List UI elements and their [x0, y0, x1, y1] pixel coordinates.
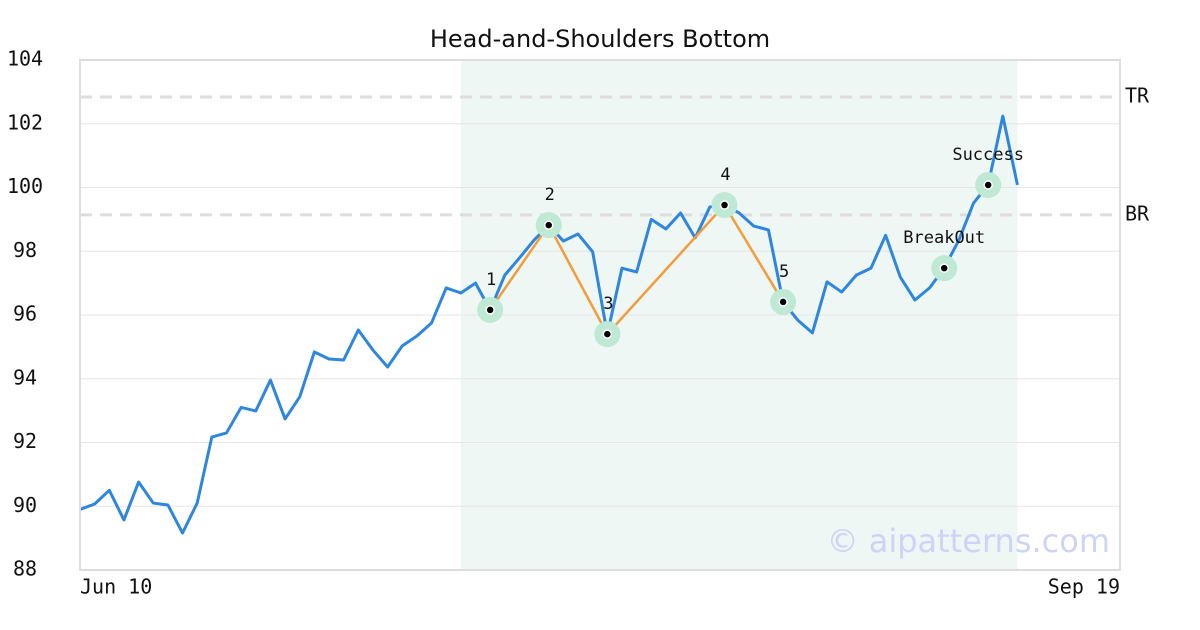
- y-tick-label: 96: [13, 302, 37, 326]
- y-tick-label: 92: [13, 429, 37, 453]
- pattern-label: 2: [545, 185, 555, 205]
- watermark: © aipatterns.com: [827, 522, 1110, 560]
- pattern-point: [719, 200, 730, 210]
- y-tick-label: 88: [13, 557, 37, 581]
- y-tick-label: 94: [13, 365, 37, 389]
- pattern-point: [939, 263, 949, 273]
- pattern-label: 3: [603, 294, 613, 314]
- pattern-label: BreakOut: [903, 228, 985, 248]
- y-tick-label: 100: [7, 174, 43, 198]
- x-tick-label: Jun 10: [80, 575, 152, 599]
- pattern-point: [983, 180, 993, 190]
- reference-label: BR: [1125, 201, 1150, 225]
- pattern-label: Success: [952, 145, 1024, 165]
- reference-label: TR: [1125, 83, 1150, 107]
- y-tick-label: 104: [7, 47, 43, 71]
- pattern-point: [778, 297, 788, 307]
- y-tick-label: 90: [13, 493, 37, 517]
- pattern-point: [602, 329, 613, 339]
- pattern-label: 1: [486, 270, 496, 290]
- pattern-point: [485, 305, 495, 315]
- y-tick-label: 102: [7, 110, 43, 134]
- y-tick-label: 98: [13, 238, 37, 262]
- plot-frame: [79, 59, 1121, 571]
- x-tick-label: Sep 19: [1048, 575, 1120, 599]
- pattern-point: [543, 220, 554, 230]
- chart-title: Head-and-Shoulders Bottom: [430, 25, 770, 53]
- pattern-label: 5: [779, 262, 789, 282]
- pattern-label: 4: [720, 165, 730, 185]
